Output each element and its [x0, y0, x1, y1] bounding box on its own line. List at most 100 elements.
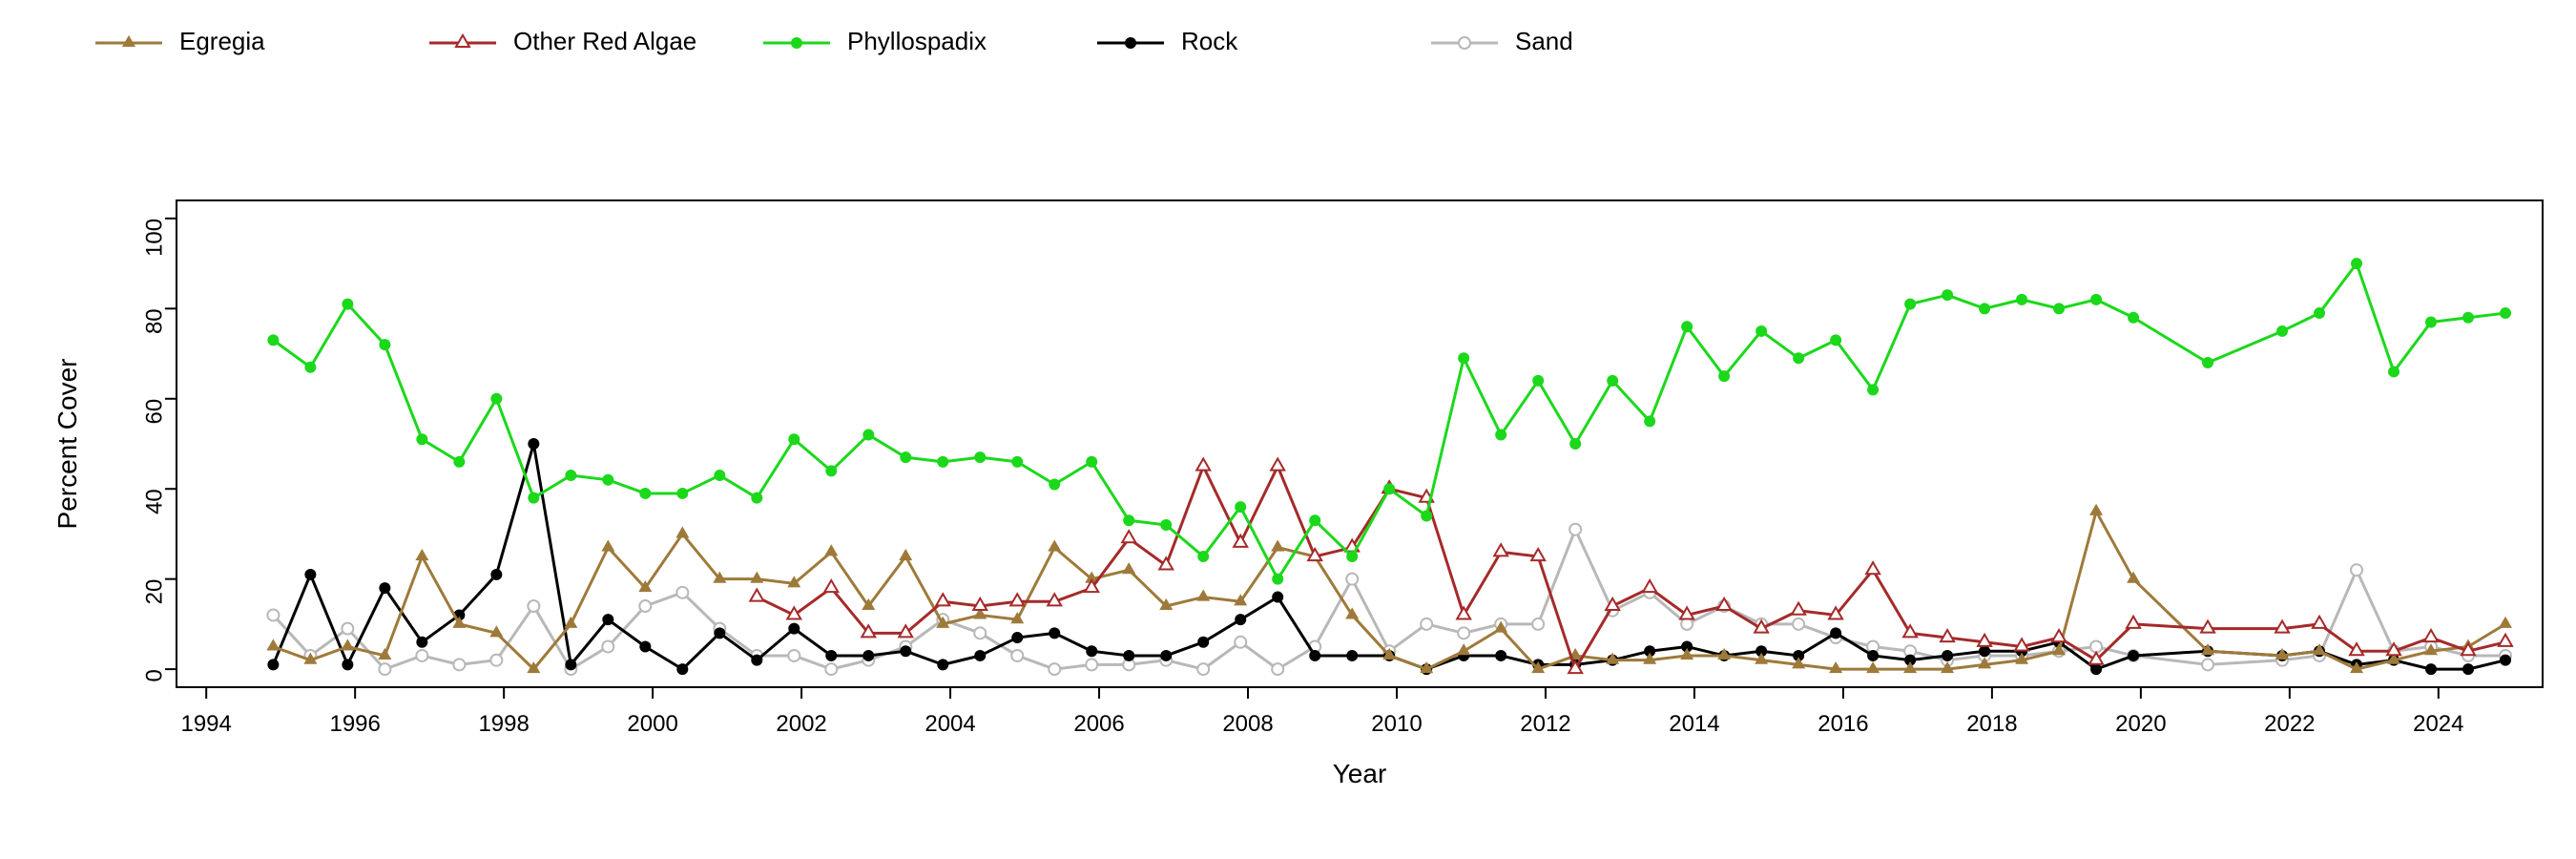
series-marker-rock: [304, 569, 316, 580]
series-marker-phyllospadix: [937, 456, 948, 468]
series-marker-other_red: [1792, 603, 1805, 615]
series-marker-rock: [1049, 627, 1060, 639]
series-marker-sand: [1532, 618, 1544, 630]
series-marker-rock: [639, 641, 651, 653]
series-marker-phyllospadix: [1979, 303, 1990, 314]
series-marker-egregia: [750, 572, 763, 583]
series-marker-other_red: [2424, 630, 2438, 641]
series-marker-sand: [490, 655, 502, 666]
y-axis-label: Percent Cover: [52, 359, 82, 530]
series-marker-sand: [342, 623, 353, 635]
series-marker-rock: [1235, 614, 1246, 625]
series-marker-phyllospadix: [1086, 456, 1097, 468]
series-marker-sand: [1272, 663, 1283, 675]
series-marker-sand: [1421, 618, 1432, 630]
series-marker-other_red: [750, 589, 763, 600]
series-marker-egregia: [266, 639, 280, 650]
series-marker-phyllospadix: [1793, 352, 1804, 364]
x-tick-label: 2018: [1966, 711, 2017, 737]
series-marker-phyllospadix: [2202, 357, 2213, 368]
x-tick-label: 2006: [1073, 711, 1124, 737]
series-marker-rock: [2500, 655, 2511, 666]
series-marker-egregia: [1271, 540, 1284, 552]
series-marker-sand: [1793, 618, 1804, 630]
series-marker-phyllospadix: [2090, 294, 2102, 305]
series-marker-phyllospadix: [565, 470, 576, 481]
series-marker-rock: [1272, 592, 1283, 603]
series-marker-egregia: [1866, 661, 1880, 673]
series-marker-rock: [825, 650, 837, 661]
series-marker-phyllospadix: [2462, 312, 2474, 324]
series-marker-other_red: [899, 625, 912, 637]
series-marker-sand: [1346, 574, 1358, 585]
series-marker-rock: [565, 659, 576, 670]
series-marker-phyllospadix: [1830, 334, 1841, 346]
series-marker-rock: [267, 659, 279, 670]
legend-swatch-marker: [456, 35, 469, 47]
series-marker-phyllospadix: [1867, 384, 1879, 395]
series-marker-phyllospadix: [1495, 430, 1506, 441]
series-marker-phyllospadix: [1607, 375, 1618, 387]
x-tick-label: 2000: [627, 711, 677, 737]
series-marker-rock: [1011, 632, 1023, 643]
series-marker-egregia: [1048, 540, 1061, 552]
series-marker-phyllospadix: [416, 433, 427, 445]
series-marker-egregia: [2499, 617, 2512, 628]
series-marker-sand: [2202, 659, 2213, 670]
x-tick-label: 2004: [924, 711, 975, 737]
series-marker-phyllospadix: [788, 433, 800, 445]
legend-label-phyllospadix: Phyllospadix: [847, 27, 987, 55]
y-tick-label: 0: [141, 669, 167, 681]
series-marker-rock: [342, 659, 353, 670]
x-tick-label: 2008: [1222, 711, 1273, 737]
y-tick-label: 40: [141, 489, 167, 514]
series-marker-sand: [676, 587, 688, 598]
x-tick-label: 1994: [180, 711, 231, 737]
series-marker-phyllospadix: [1681, 321, 1693, 332]
series-marker-phyllospadix: [1532, 375, 1544, 387]
series-marker-phyllospadix: [825, 465, 837, 476]
legend-swatch-marker: [122, 35, 135, 47]
x-tick-label: 2012: [1520, 711, 1570, 737]
series-marker-other_red: [2499, 635, 2512, 646]
x-tick-label: 1996: [329, 711, 380, 737]
series-marker-phyllospadix: [2053, 303, 2065, 314]
series-marker-phyllospadix: [2016, 294, 2027, 305]
series-marker-phyllospadix: [1123, 514, 1134, 526]
series-marker-phyllospadix: [1755, 325, 1767, 337]
legend-label-egregia: Egregia: [179, 27, 265, 55]
legend-label-rock: Rock: [1181, 27, 1238, 55]
series-marker-phyllospadix: [1309, 514, 1320, 526]
series-marker-other_red: [1122, 531, 1135, 542]
series-marker-sand: [1235, 637, 1246, 648]
series-marker-phyllospadix: [1383, 483, 1395, 494]
series-marker-rock: [2090, 663, 2102, 675]
series-marker-phyllospadix: [453, 456, 465, 468]
series-marker-sand: [1086, 659, 1097, 670]
x-tick-label: 2020: [2115, 711, 2166, 737]
series-marker-rock: [379, 582, 390, 594]
x-tick-label: 2016: [1818, 711, 1868, 737]
series-marker-rock: [1495, 650, 1506, 661]
series-marker-rock: [1867, 650, 1879, 661]
series-marker-rock: [416, 637, 427, 648]
series-marker-rock: [900, 645, 911, 657]
series-marker-sand: [1011, 650, 1023, 661]
x-tick-label: 2002: [776, 711, 826, 737]
series-marker-phyllospadix: [379, 339, 390, 350]
series-marker-other_red: [1010, 594, 1024, 605]
series-marker-egregia: [675, 526, 689, 537]
series-marker-other_red: [1196, 459, 1210, 471]
series-marker-other_red: [1866, 562, 1880, 574]
series-marker-sand: [974, 627, 986, 639]
series-marker-phyllospadix: [2314, 307, 2325, 319]
x-tick-label: 2014: [1669, 711, 1719, 737]
series-marker-rock: [1086, 645, 1097, 657]
series-marker-phyllospadix: [1421, 511, 1432, 522]
legend-label-other_red: Other Red Algae: [513, 27, 696, 55]
x-tick-label: 2024: [2413, 711, 2463, 737]
series-marker-rock: [974, 650, 986, 661]
series-marker-sand: [1569, 524, 1581, 535]
x-tick-label: 2010: [1371, 711, 1422, 737]
series-marker-phyllospadix: [2128, 312, 2139, 324]
